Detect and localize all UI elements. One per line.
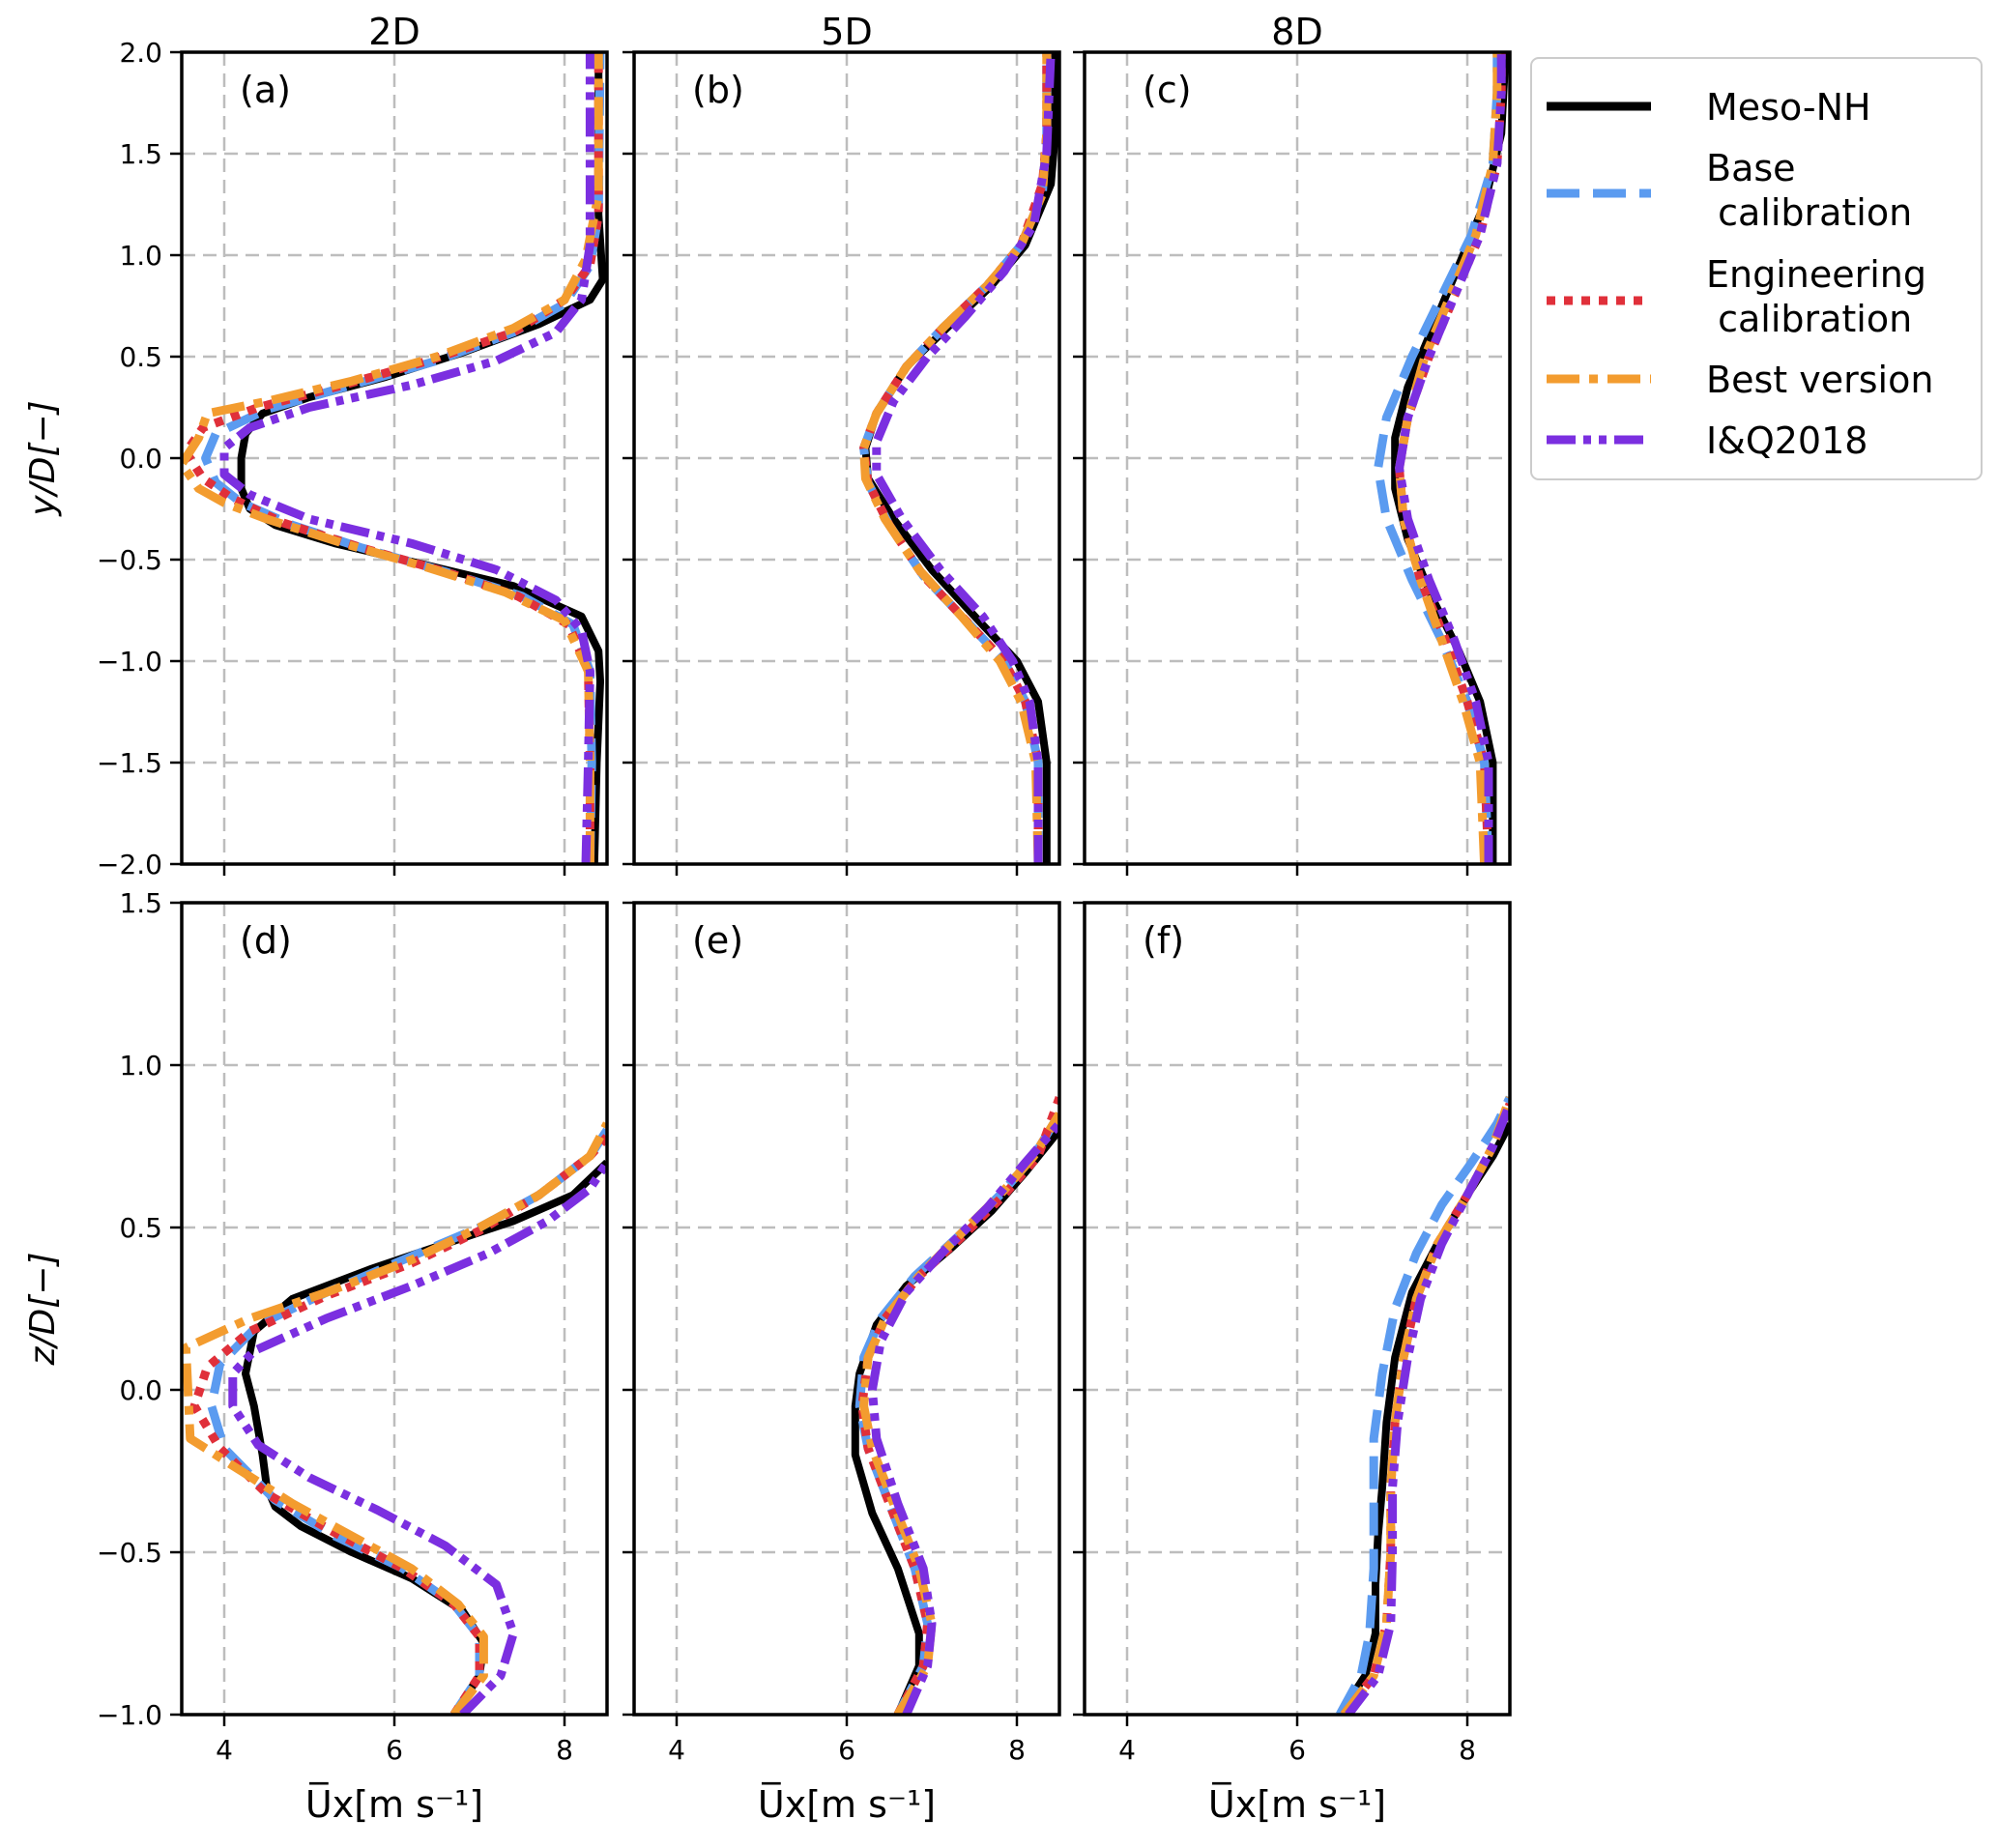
- legend-frame: [1530, 57, 1983, 480]
- panel-e: 4 6 8 (e) U̅x[m s⁻¹]: [623, 901, 1061, 1826]
- x-axis-label: U̅x[m s⁻¹]: [305, 1782, 483, 1826]
- panel-label: (b): [692, 69, 744, 111]
- column-title-2d: 2D: [368, 11, 420, 53]
- column-titles: 2D 5D 8D: [368, 11, 1322, 53]
- legend-label-iq2018: I&Q2018: [1706, 419, 1868, 462]
- x-axis-label: U̅x[m s⁻¹]: [758, 1782, 936, 1826]
- panel-f: 4 6 8 (f) U̅x[m s⁻¹]: [1073, 901, 1512, 1826]
- legend-entry-base-calibration: Base calibration: [1547, 147, 1912, 234]
- series-group: [859, 52, 1059, 864]
- series-line-iq2018: [872, 52, 1056, 864]
- series-line-meso-nh: [237, 52, 607, 864]
- x-tick-label: 8: [1008, 1734, 1026, 1766]
- series-line-best-version: [182, 1121, 607, 1715]
- y-tick-label: 0.0: [119, 1374, 162, 1406]
- x-tick-label: 6: [386, 1734, 403, 1766]
- y-axis-label: z/D[−]: [23, 1253, 63, 1367]
- y-tick-label: −2.0: [97, 849, 162, 881]
- y-axis-label: y/D[−]: [23, 400, 63, 516]
- legend-label-best-version: Best version: [1706, 359, 1933, 401]
- series-line-best-version: [182, 52, 603, 864]
- y-tick-label: −1.5: [97, 747, 162, 779]
- series-group: [1336, 1095, 1510, 1715]
- column-title-5d: 5D: [821, 11, 872, 53]
- legend-entry-engineering-calibration: Engineering calibration: [1547, 253, 1926, 340]
- y-tick-label: 1.5: [119, 138, 162, 170]
- y-tick-label: 2.0: [119, 37, 162, 69]
- legend: Meso-NH Base calibration Engineering cal…: [1530, 57, 1983, 480]
- legend-entry-best-version: Best version: [1547, 359, 1933, 401]
- y-tick-label: 0.5: [119, 1212, 162, 1244]
- x-tick-label: 6: [1289, 1734, 1306, 1766]
- panel-a: −2.0 −1.5 −1.0 −0.5 0.0 0.5 1.0 1.5 2.0 (a) y/D[−]: [23, 37, 609, 881]
- panel-label: (e): [692, 919, 743, 962]
- axes-frame: [1083, 901, 1512, 1717]
- series-group: [182, 52, 607, 864]
- y-tick-label: −0.5: [97, 544, 162, 576]
- x-tick-label: 6: [838, 1734, 855, 1766]
- panel-label: (a): [240, 69, 291, 111]
- series-line-base-calibration: [1374, 52, 1502, 864]
- legend-label-meso-nh: Meso-NH: [1706, 86, 1871, 129]
- series-line-engineering-calibration: [189, 1133, 607, 1715]
- axes-frame: [180, 50, 609, 866]
- panel-d: 4 6 8 −1.0 −0.5 0.0 0.5 1.0 1.5 (d) U̅x[m s⁻¹] z/D[…: [23, 887, 609, 1826]
- x-axis-label: U̅x[m s⁻¹]: [1208, 1782, 1386, 1826]
- x-tick-label: 4: [216, 1734, 233, 1766]
- series-line-iq2018: [1395, 52, 1506, 864]
- legend-entry-meso-nh: Meso-NH: [1547, 86, 1871, 129]
- panel-label: (d): [240, 919, 292, 962]
- legend-label-base-calibration: Base calibration: [1706, 147, 1912, 234]
- axes-frame: [180, 901, 609, 1717]
- series-line-iq2018: [867, 1120, 1059, 1715]
- y-tick-label: 1.5: [119, 887, 162, 919]
- y-tick-label: 1.0: [119, 1050, 162, 1082]
- panel-label: (c): [1143, 69, 1192, 111]
- legend-entry-iq2018: I&Q2018: [1547, 419, 1868, 462]
- series-line-iq2018: [219, 52, 594, 864]
- x-tick-label: 4: [668, 1734, 685, 1766]
- panels: −2.0 −1.5 −1.0 −0.5 0.0 0.5 1.0 1.5 2.0 (a) y/D[−]…: [23, 37, 1512, 1826]
- y-tick-label: −1.0: [97, 646, 162, 678]
- series-group: [1374, 52, 1510, 864]
- series-group: [851, 1096, 1059, 1715]
- axes-frame: [1083, 50, 1512, 866]
- x-tick-label: 4: [1118, 1734, 1136, 1766]
- y-tick-label: 0.5: [119, 341, 162, 373]
- series-line-iq2018: [1345, 1102, 1510, 1715]
- axes-frame: [632, 50, 1061, 866]
- y-tick-label: 0.0: [119, 443, 162, 475]
- series-line-base-calibration: [1336, 1095, 1510, 1715]
- panel-c: (c): [1073, 50, 1512, 876]
- y-tick-label: −0.5: [97, 1537, 162, 1569]
- panel-label: (f): [1143, 919, 1184, 962]
- series-group: [182, 1121, 607, 1715]
- legend-label-engineering-calibration: Engineering calibration: [1706, 253, 1926, 340]
- column-title-8d: 8D: [1271, 11, 1322, 53]
- x-tick-label: 8: [556, 1734, 573, 1766]
- axes-frame: [632, 901, 1061, 1717]
- panel-b: (b): [623, 50, 1061, 876]
- series-line-iq2018: [228, 1160, 607, 1715]
- y-tick-label: 1.0: [119, 240, 162, 272]
- y-tick-label: −1.0: [97, 1699, 162, 1731]
- x-tick-label: 8: [1459, 1734, 1476, 1766]
